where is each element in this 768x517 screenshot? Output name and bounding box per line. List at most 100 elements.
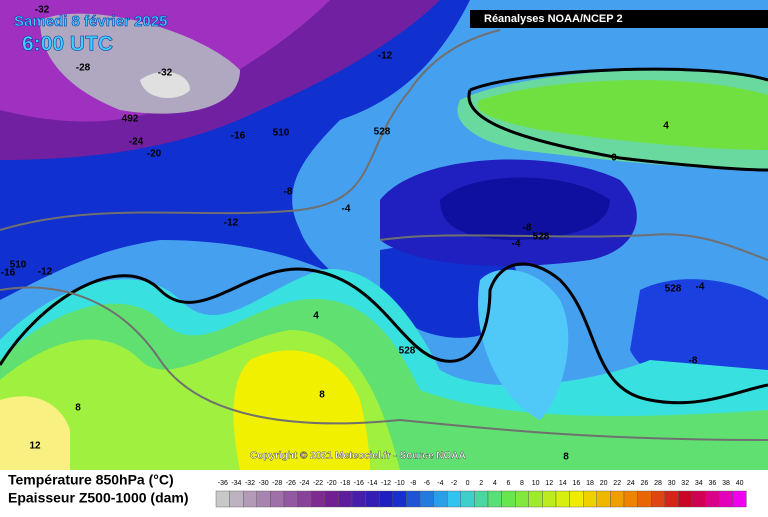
contour-label: -32 — [35, 5, 50, 16]
colorbar-cell — [678, 490, 693, 508]
contour-label: 510 — [273, 128, 290, 139]
legend-temperature: Température 850hPa (°C) — [8, 472, 174, 488]
colorbar-tick-label: -14 — [367, 480, 377, 487]
colorbar-tick-label: 30 — [668, 480, 676, 487]
colorbar-tick-label: 18 — [586, 480, 594, 487]
colorbar-cell — [324, 490, 339, 508]
colorbar-cell — [732, 490, 747, 508]
colorbar-tick-label: 40 — [736, 480, 744, 487]
contour-label: -16 — [231, 131, 246, 142]
thickness-lines — [0, 29, 768, 441]
colorbar-cell — [515, 490, 530, 508]
time: 6:00 UTC — [22, 33, 113, 56]
colorbar-cell — [338, 490, 353, 508]
contour-label: 528 — [665, 284, 682, 295]
contour-label: 8 — [319, 390, 325, 401]
colorbar-tick-label: 12 — [545, 480, 553, 487]
colorbar-tick-label: -8 — [410, 480, 416, 487]
colorbar-cell — [474, 490, 489, 508]
contour-label: -16 — [1, 268, 16, 279]
colorbar-cell — [691, 490, 706, 508]
colorbar-cell — [501, 490, 516, 508]
contour-label: 528 — [399, 346, 416, 357]
colorbar-tick-label: 38 — [722, 480, 730, 487]
contour-label: -12 — [38, 267, 53, 278]
background — [0, 0, 768, 470]
colorbar-tick-label: -34 — [231, 480, 241, 487]
colorbar-cell — [406, 490, 421, 508]
contour-label: -8 — [284, 187, 293, 198]
colorbar-tick-label: 36 — [709, 480, 717, 487]
colorbar-cell — [297, 490, 312, 508]
colorbar-tick-label: 28 — [654, 480, 662, 487]
colorbar-tick-label: -4 — [437, 480, 443, 487]
source: Réanalyses NOAA/NCEP 2 — [484, 13, 623, 25]
colorbar-cell — [392, 490, 407, 508]
colorbar-cell — [487, 490, 502, 508]
colorbar-tick-label: -24 — [299, 480, 309, 487]
contour-label: 4 — [313, 311, 319, 322]
colorbar-tick-label: -20 — [327, 480, 337, 487]
contour-label: 0 — [611, 153, 617, 164]
source-box — [470, 10, 768, 28]
colorbar-cell — [283, 490, 298, 508]
contour-label: 528 — [533, 232, 550, 243]
contour-label: -4 — [342, 204, 351, 215]
colorbar-cell — [583, 490, 598, 508]
date: Samedi 8 février 2025 — [14, 13, 167, 30]
colorbar-cell — [705, 490, 720, 508]
contour-label: -12 — [224, 218, 239, 229]
colorbar-tick-label: 22 — [613, 480, 621, 487]
contour-label: 8 — [75, 403, 81, 414]
contour-label: 528 — [374, 127, 391, 138]
colorbar-cell — [365, 490, 380, 508]
colorbar-tick-label: -10 — [395, 480, 405, 487]
colorbar-cell — [270, 490, 285, 508]
colorbar-tick-label: 34 — [695, 480, 703, 487]
colorbar-tick-label: -26 — [286, 480, 296, 487]
colorbar-cell — [542, 490, 557, 508]
colorbar: -36 -34 -32 -30 -28 -26 -24 -22 -20 -18 -16 -14 -12-… — [215, 480, 747, 508]
header: Samedi 8 février 2025 6:00 UTC Réanalyse… — [14, 10, 768, 462]
colorbar-cell — [569, 490, 584, 508]
colorbar-cell — [379, 490, 394, 508]
colorbar-tick-label: 14 — [559, 480, 567, 487]
contour-label: -28 — [76, 63, 91, 74]
legend-thickness: Epaisseur Z500-1000 (dam) — [8, 490, 189, 506]
contour-label: 492 — [122, 114, 139, 125]
colorbar-cell — [215, 490, 230, 508]
colorbar-tick-label: 20 — [600, 480, 608, 487]
colorbar-cell — [433, 490, 448, 508]
colorbar-cell — [242, 490, 257, 508]
colorbar-cell — [447, 490, 462, 508]
colorbar-tick-label: 32 — [681, 480, 689, 487]
colorbar-cell — [651, 490, 666, 508]
contour-label: -8 — [689, 356, 698, 367]
colorbar-tick-label: 2 — [479, 480, 483, 487]
colorbar-tick-label: -32 — [245, 480, 255, 487]
colorbar-tick-label: 26 — [641, 480, 649, 487]
contour-label: -4 — [696, 282, 705, 293]
colorbar-tick-label: -12 — [381, 480, 391, 487]
colorbar-tick-label: -16 — [354, 480, 364, 487]
colorbar-cell — [623, 490, 638, 508]
colorbar-cell — [719, 490, 734, 508]
colorbar-tick-label: 8 — [520, 480, 524, 487]
copyright: Copyright © 2021 Meteociel.fr - Source N… — [250, 451, 466, 462]
contour-label: 8 — [563, 452, 569, 463]
colorbar-tick-label: -6 — [424, 480, 430, 487]
colorbar-cell — [256, 490, 271, 508]
contour-label: 4 — [663, 121, 669, 132]
isotherm-lines — [0, 67, 768, 405]
colorbar-tick-label: -22 — [313, 480, 323, 487]
contour-label: 510 — [10, 260, 27, 271]
contour-label: 12 — [29, 441, 41, 452]
colorbar-tick-label: 10 — [532, 480, 540, 487]
colorbar-cell — [351, 490, 366, 508]
colorbar-cell — [596, 490, 611, 508]
contour-label: -24 — [129, 137, 144, 148]
contour-label: -20 — [147, 149, 162, 160]
colorbar-tick-label: 4 — [493, 480, 497, 487]
colorbar-cell — [229, 490, 244, 508]
